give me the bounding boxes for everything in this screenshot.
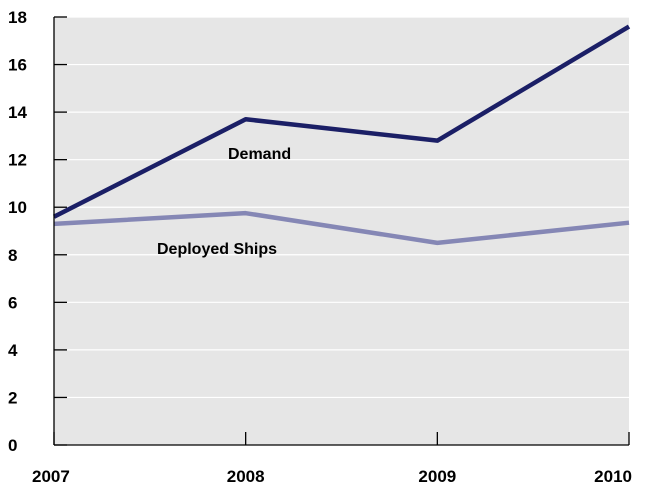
x-tick-labels: 2007 2008 2009 2010 [32, 467, 632, 486]
y-tick-label: 10 [8, 198, 27, 217]
y-tick-label: 12 [8, 151, 27, 170]
series-line-deployed-ships [53, 210, 630, 246]
y-tick-label: 16 [8, 56, 27, 75]
gridlines [54, 16, 629, 399]
y-tick-label: 14 [8, 103, 27, 122]
x-tick-label: 2010 [594, 467, 632, 486]
y-tick-label: 0 [8, 436, 17, 455]
y-tick-labels: 0 2 4 6 8 10 12 14 16 18 [8, 8, 27, 455]
series-line-demand [52, 24, 631, 219]
y-tick-label: 18 [8, 8, 27, 27]
series-labels: Demand Deployed Ships [157, 146, 291, 258]
series-group [52, 24, 631, 246]
y-tick-label: 4 [8, 341, 18, 360]
y-tick-label: 8 [8, 246, 17, 265]
x-tick-label: 2008 [227, 467, 265, 486]
series-label-demand: Demand [228, 146, 291, 163]
x-tick-label: 2007 [32, 467, 70, 486]
axes [53, 16, 630, 446]
series-label-deployed-ships: Deployed Ships [157, 241, 277, 258]
x-tick-label: 2009 [418, 467, 456, 486]
y-tick-label: 2 [8, 388, 17, 407]
y-tick-label: 6 [8, 293, 17, 312]
